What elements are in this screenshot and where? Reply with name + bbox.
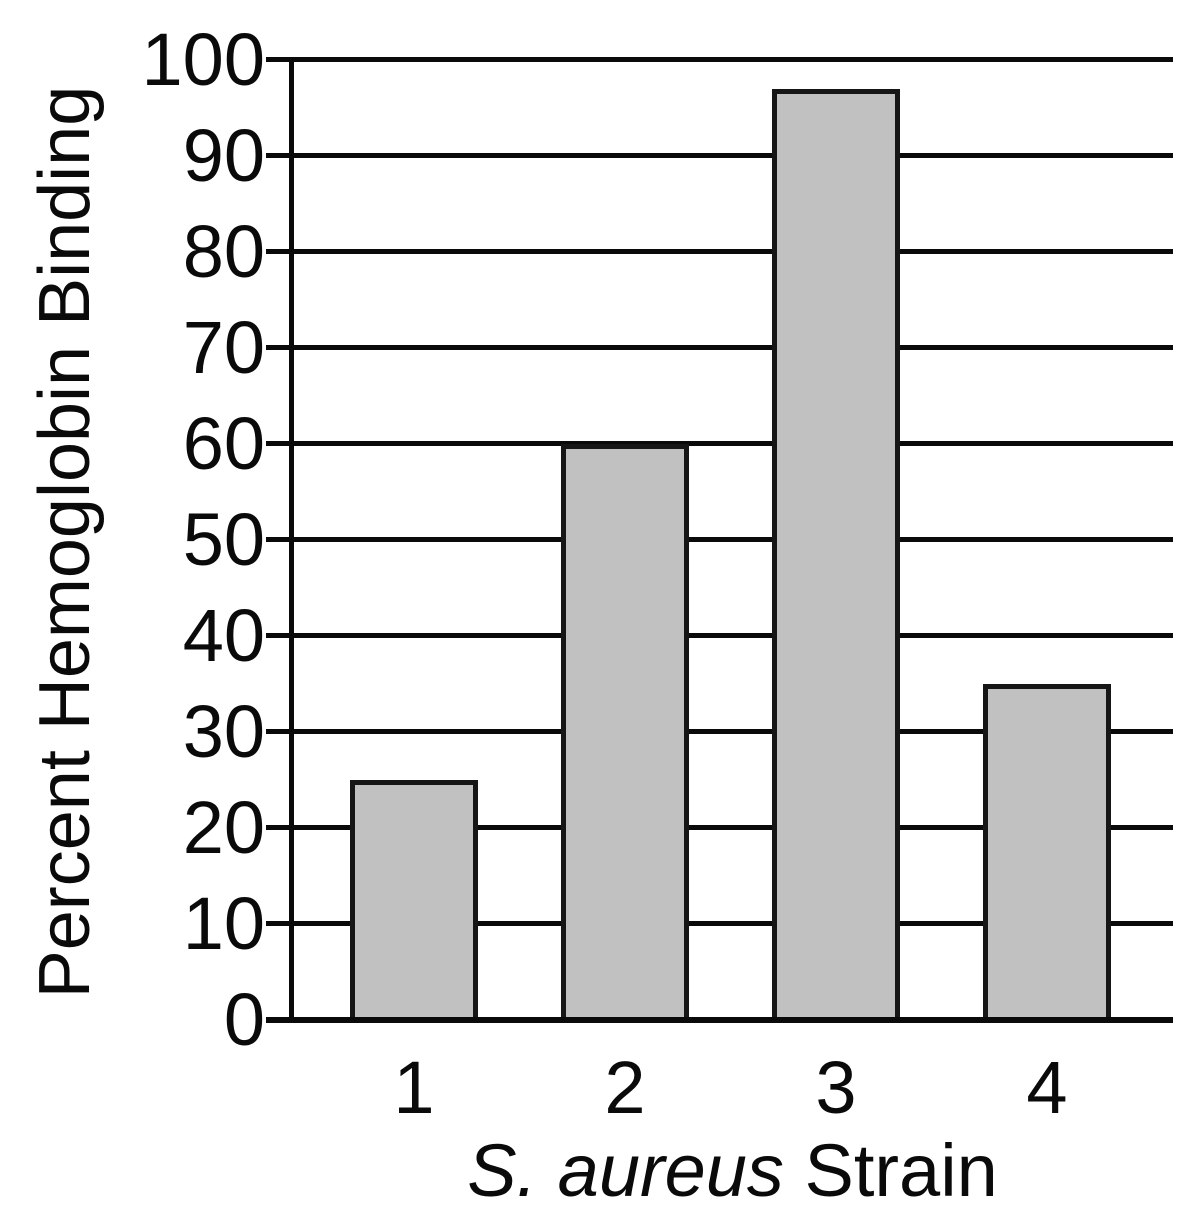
bar-strain-3 <box>772 89 900 1023</box>
y-axis-line <box>289 57 294 1023</box>
y-tick-label-10: 10 <box>182 882 265 965</box>
y-tick-label-70: 70 <box>182 306 265 389</box>
y-tick-label-50: 50 <box>182 498 265 581</box>
y-tick-label-30: 30 <box>182 690 265 773</box>
gridline-y-20 <box>266 825 1173 830</box>
gridline-y-90 <box>266 153 1173 158</box>
bar-strain-4 <box>983 684 1111 1023</box>
x-tick-label-3: 3 <box>815 1046 857 1129</box>
gridline-y-50 <box>266 537 1173 542</box>
gridline-y-10 <box>266 921 1173 926</box>
x-axis-title: S. aureus Strain <box>292 1128 1173 1214</box>
gridline-y-60 <box>266 441 1173 446</box>
y-tick-label-40: 40 <box>182 594 265 677</box>
gridline-y-80 <box>266 249 1173 254</box>
gridline-y-40 <box>266 633 1173 638</box>
y-tick-label-80: 80 <box>182 210 265 293</box>
gridline-y-100 <box>266 57 1173 62</box>
y-tick-label-90: 90 <box>182 114 265 197</box>
x-tick-label-4: 4 <box>1026 1046 1068 1129</box>
gridline-y-30 <box>266 729 1173 734</box>
y-tick-label-100: 100 <box>141 18 265 101</box>
x-tick-label-2: 2 <box>604 1046 646 1129</box>
y-tick-label-0: 0 <box>223 978 265 1061</box>
y-tick-label-60: 60 <box>182 402 265 485</box>
bar-strain-2 <box>561 444 689 1023</box>
x-tick-label-1: 1 <box>393 1046 435 1129</box>
x-axis-title-species-italic: S. aureus <box>467 1129 784 1212</box>
y-tick-label-20: 20 <box>182 786 265 869</box>
x-axis-line <box>266 1017 1173 1023</box>
x-axis-title-regular: Strain <box>783 1129 998 1212</box>
bar-strain-1 <box>350 780 478 1023</box>
gridline-y-70 <box>266 345 1173 350</box>
